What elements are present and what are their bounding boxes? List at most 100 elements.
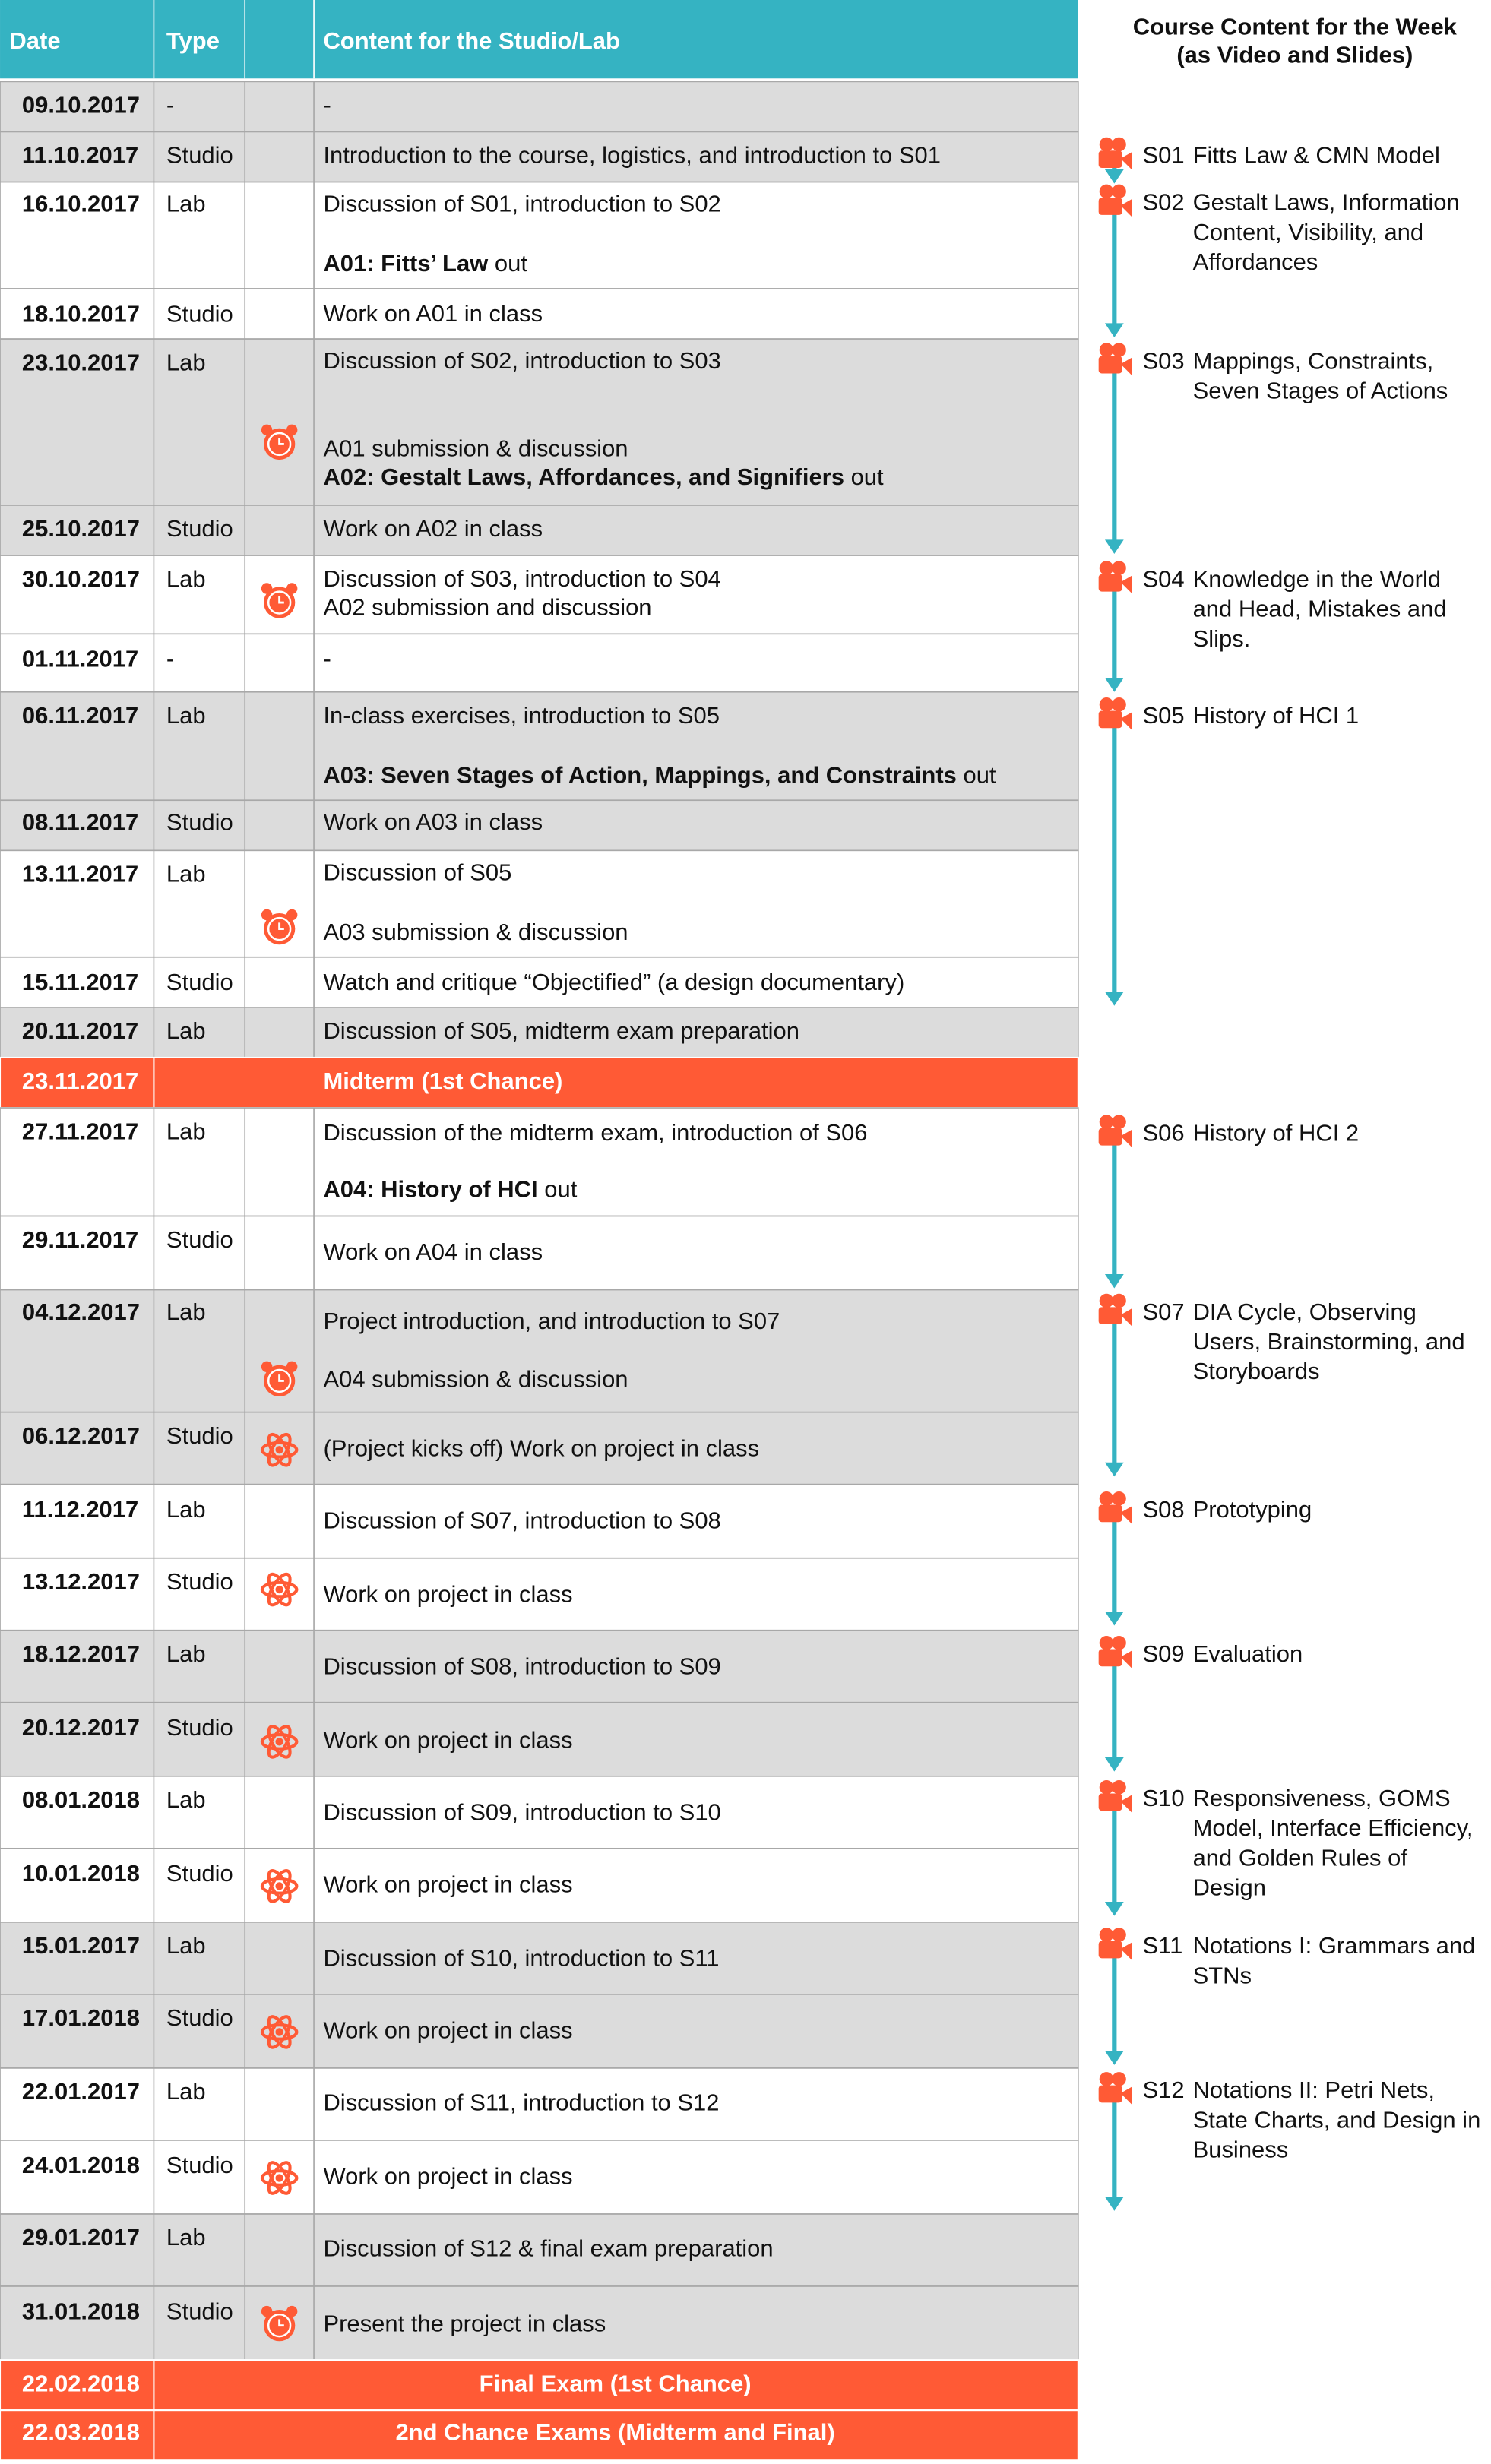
arrow-head [1104, 2051, 1124, 2065]
banner-text: Midterm (1st Chance) [323, 1068, 562, 1094]
alarm-hands [278, 438, 284, 445]
type-cell: Studio [166, 142, 233, 169]
content-segment: Discussion of S12 & final exam preparati… [323, 2235, 773, 2262]
panel-item: S11 Notations I: Grammars and STNs [1098, 1928, 1476, 2065]
row-bg [0, 1557, 1079, 1631]
item-text: Mappings, Constraints, [1193, 347, 1434, 374]
content-segment: out [488, 250, 527, 277]
alarm-bell [286, 2305, 298, 2317]
content-line: Work on A02 in class [323, 515, 543, 542]
content-segment: Discussion of S11, introduction to S12 [323, 2089, 719, 2116]
alarm-face [267, 916, 292, 941]
date-cell: 22.01.2017 [22, 2078, 140, 2105]
type-cell: Studio [166, 1860, 233, 1887]
content-line: A04 submission & discussion [323, 1366, 628, 1393]
video-reel [1099, 137, 1114, 152]
header-cell: Type [166, 27, 220, 54]
table-row: 22.02.2018 Final Exam (1st Chance) [0, 2359, 1079, 2412]
atom-orbit [260, 1441, 299, 1459]
header-cell: Content for the Studio/Lab [323, 27, 620, 54]
date-cell: 27.11.2017 [22, 1118, 138, 1144]
panel-item: S09 Evaluation [1098, 1635, 1303, 1772]
content-segment: Discussion of S05, midterm exam preparat… [323, 1017, 799, 1044]
item-code: S06 [1142, 1119, 1184, 1146]
table-row: 16.10.2017 Lab Discussion of S01, introduc… [0, 181, 1079, 289]
atom-orbit [267, 1869, 292, 1903]
video-icon [1098, 1941, 1122, 1959]
content-segment: Work on A01 in class [323, 300, 543, 327]
banner-bg [0, 1056, 1079, 1109]
atom-orbit [267, 1725, 292, 1759]
content-segment: Discussion of S09, introduction to S10 [323, 1799, 720, 1826]
atom-core [275, 2174, 283, 2182]
row-bg [0, 81, 1079, 133]
type-cell: - [166, 92, 174, 119]
video-icon [1098, 1128, 1122, 1146]
content-line: A02: Gestalt Laws, Affordances, and Sign… [323, 463, 884, 490]
content-segment: Discussion of S01, introduction to S02 [323, 191, 720, 217]
video-reel [1112, 1928, 1126, 1942]
content-segment: Work on project in class [323, 1581, 572, 1608]
item-text: Prototyping [1193, 1496, 1312, 1523]
table-row: 11.10.2017 Studio Introduction to the cour… [0, 131, 1079, 183]
video-reel [1099, 184, 1114, 199]
atom-orbit [267, 1432, 292, 1467]
content-segment: Project introduction, and introduction t… [323, 1308, 780, 1334]
content-line: Discussion of S11, introduction to S12 [323, 2089, 719, 2116]
content-segment: Work on project in class [323, 2017, 572, 2044]
atom-core [275, 1446, 283, 1454]
type-cell: Lab [166, 565, 206, 592]
content-line: Work on A04 in class [323, 1238, 543, 1265]
date-cell: 11.10.2017 [22, 142, 138, 169]
content-line: Discussion of the midterm exam, introduc… [323, 1119, 867, 1146]
alarm-face [267, 1368, 292, 1393]
type-cell: Studio [166, 300, 233, 327]
table-row: 06.12.2017 Studio (Project kicks off) Work… [0, 1411, 1079, 1485]
content-segment: A04 submission & discussion [323, 1366, 628, 1393]
date-cell: 04.12.2017 [22, 1298, 140, 1325]
content-segment: - [323, 92, 331, 119]
date-cell: 06.12.2017 [22, 1422, 140, 1449]
table-row: 13.12.2017 Studio Work on project in class [0, 1557, 1079, 1631]
date-cell: 25.10.2017 [22, 515, 140, 542]
content-segment: In-class exercises, introduction to S05 [323, 702, 720, 729]
row-bg [0, 1411, 1079, 1485]
content-line: Discussion of S08, introduction to S09 [323, 1653, 720, 1680]
item-code: S09 [1142, 1640, 1184, 1667]
item-text: Content, Visibility, and [1193, 219, 1424, 245]
video-lens [1120, 152, 1132, 170]
content-line: Work on project in class [323, 2017, 572, 2044]
content-segment: Work on project in class [323, 1871, 572, 1898]
video-reel [1099, 1779, 1114, 1795]
row-bg [0, 555, 1079, 635]
video-reel [1099, 1115, 1114, 1129]
row-bg [0, 1922, 1079, 1995]
content-line: Work on A01 in class [323, 300, 543, 327]
table-row: 08.01.2018 Lab Discussion of S09, introduc… [0, 1775, 1079, 1849]
panel-item: S03 Mappings, Constraints, Seven Stages of… [1098, 343, 1448, 555]
content-line: Project introduction, and introduction t… [323, 1308, 780, 1334]
content-segment: Discussion of S02, introduction to S03 [323, 347, 720, 374]
date-cell: 29.01.2017 [22, 2224, 140, 2250]
alarm-bell [261, 1361, 273, 1373]
banner-bg [0, 2359, 1079, 2412]
item-text: Responsiveness, GOMS [1193, 1785, 1451, 1811]
video-lens [1120, 1795, 1132, 1813]
type-cell: Lab [166, 1118, 206, 1144]
alarm-face [267, 2313, 292, 2338]
date-cell: 13.11.2017 [22, 861, 138, 887]
video-reel [1112, 137, 1126, 152]
table-row: 24.01.2018 Studio Work on project in class [0, 2140, 1079, 2215]
table-row: 06.11.2017 Lab In-class exercises, introdu… [0, 691, 1079, 802]
header-cell: Date [9, 27, 60, 54]
item-text: Notations I: Grammars and [1193, 1932, 1476, 1959]
content-segment: out [844, 463, 884, 490]
type-cell: Lab [166, 191, 206, 217]
video-lens [1120, 575, 1132, 593]
video-icon [1098, 356, 1122, 374]
content-line: A01: Fitts’ Law out [323, 250, 527, 277]
row-bg [0, 1847, 1079, 1923]
arrow-head [1104, 2197, 1124, 2211]
video-reel [1112, 1779, 1126, 1795]
